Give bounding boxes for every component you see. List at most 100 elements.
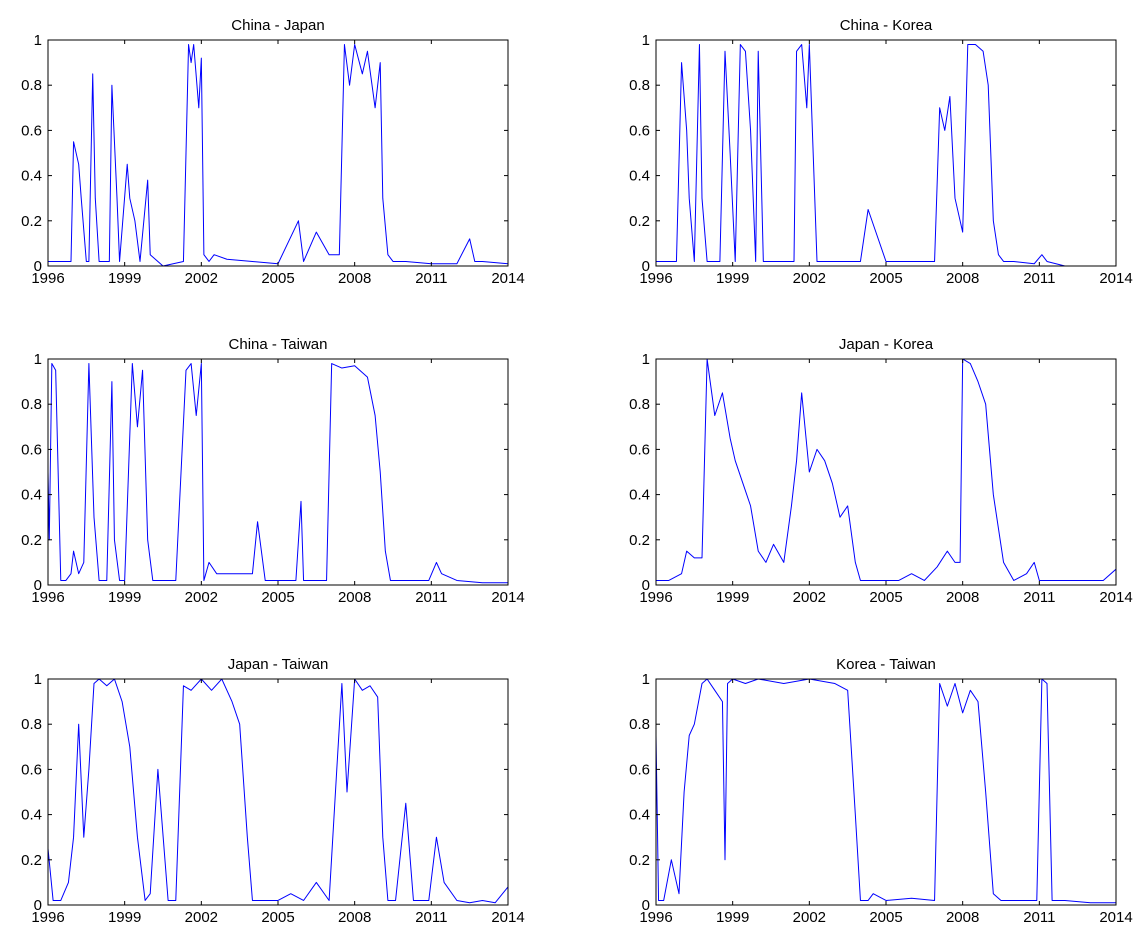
x-tick-label: 1999 bbox=[716, 270, 749, 287]
chart-panel-3: 1996 1999 2002 2005 2008 2011 2014 0 0.2 0.4 0.6 0.… bbox=[629, 336, 1133, 606]
y-tick-label: 0.2 bbox=[21, 852, 42, 869]
y-tick-label: 0.2 bbox=[21, 532, 42, 549]
x-tick-label: 2005 bbox=[261, 270, 294, 287]
y-tick-label: 0 bbox=[34, 897, 42, 914]
y-tick-label: 1 bbox=[642, 32, 650, 49]
x-tick-label: 1996 bbox=[639, 589, 672, 606]
x-tick-label: 1999 bbox=[108, 270, 141, 287]
y-tick-label: 0.2 bbox=[21, 213, 42, 230]
y-tick-label: 0.8 bbox=[21, 396, 42, 413]
axes-box bbox=[655, 358, 1117, 586]
x-tick-label: 2005 bbox=[261, 589, 294, 606]
x-tick-label: 1996 bbox=[31, 589, 64, 606]
y-tick-label: 1 bbox=[34, 671, 42, 688]
chart-title: Japan - Taiwan bbox=[228, 656, 329, 673]
y-tick-label: 0.8 bbox=[629, 716, 650, 733]
x-tick-label: 2014 bbox=[1099, 589, 1132, 606]
y-tick-label: 1 bbox=[642, 351, 650, 368]
y-tick-label: 0.8 bbox=[21, 77, 42, 94]
y-tick-label: 0 bbox=[642, 258, 650, 275]
x-tick-label: 2005 bbox=[869, 589, 902, 606]
y-tick-label: 0.8 bbox=[21, 716, 42, 733]
x-tick-label: 2002 bbox=[793, 270, 826, 287]
y-tick-label: 0.4 bbox=[21, 168, 42, 185]
x-tick-label: 2002 bbox=[793, 589, 826, 606]
series-line bbox=[48, 679, 508, 904]
chart-panel-0: 1996 1999 2002 2005 2008 2011 2014 0 0.2 0.4 0.6 0.… bbox=[21, 17, 525, 287]
y-tick-label: 0.8 bbox=[629, 396, 650, 413]
y-tick-label: 0 bbox=[642, 577, 650, 594]
x-tick-label: 2011 bbox=[1023, 589, 1055, 606]
x-tick-label: 1999 bbox=[716, 589, 749, 606]
x-tick-label: 1996 bbox=[639, 909, 672, 926]
x-tick-label: 2008 bbox=[946, 909, 979, 926]
x-tick-label: 2005 bbox=[261, 909, 294, 926]
x-tick-label: 2008 bbox=[946, 270, 979, 287]
x-tick-label: 2002 bbox=[185, 589, 218, 606]
series-line bbox=[48, 363, 508, 584]
x-tick-label: 1996 bbox=[31, 270, 64, 287]
chart-panel-2: 1996 1999 2002 2005 2008 2011 2014 0 0.2 0.4 0.6 0.… bbox=[21, 336, 525, 606]
x-tick-label: 2011 bbox=[415, 270, 447, 287]
y-tick-label: 0.2 bbox=[629, 532, 650, 549]
x-tick-label: 2011 bbox=[415, 909, 447, 926]
x-tick-label: 2014 bbox=[1099, 270, 1132, 287]
x-tick-label: 2014 bbox=[491, 909, 524, 926]
series-line bbox=[656, 679, 1116, 904]
y-tick-label: 0.4 bbox=[629, 168, 650, 185]
axes-box bbox=[47, 358, 509, 586]
y-tick-label: 0.6 bbox=[629, 122, 650, 139]
chart-title: China - Taiwan bbox=[229, 336, 328, 353]
series-line bbox=[656, 44, 1116, 266]
x-tick-label: 2008 bbox=[946, 589, 979, 606]
chart-title: China - Japan bbox=[231, 17, 324, 34]
y-tick-label: 0.8 bbox=[629, 77, 650, 94]
y-tick-label: 0.2 bbox=[629, 213, 650, 230]
y-tick-label: 0.4 bbox=[629, 487, 650, 504]
x-tick-label: 2002 bbox=[185, 270, 218, 287]
axes-box bbox=[47, 678, 509, 906]
y-tick-label: 0.2 bbox=[629, 852, 650, 869]
x-tick-label: 2002 bbox=[185, 909, 218, 926]
y-tick-label: 1 bbox=[34, 351, 42, 368]
x-tick-label: 2014 bbox=[1099, 909, 1132, 926]
y-tick-label: 0.6 bbox=[629, 441, 650, 458]
x-tick-label: 1996 bbox=[31, 909, 64, 926]
chart-panel-5: 1996 1999 2002 2005 2008 2011 2014 0 0.2 0.4 0.6 0.… bbox=[629, 656, 1133, 926]
x-tick-label: 2011 bbox=[415, 589, 447, 606]
chart-title: Korea - Taiwan bbox=[836, 656, 936, 673]
x-tick-label: 2005 bbox=[869, 270, 902, 287]
y-tick-label: 0.6 bbox=[21, 761, 42, 778]
x-tick-label: 2008 bbox=[338, 589, 371, 606]
y-tick-label: 0.6 bbox=[21, 441, 42, 458]
y-tick-label: 0.6 bbox=[21, 122, 42, 139]
y-tick-label: 1 bbox=[642, 671, 650, 688]
series-line bbox=[48, 44, 508, 266]
x-tick-label: 1999 bbox=[716, 909, 749, 926]
y-tick-label: 0 bbox=[34, 258, 42, 275]
x-tick-label: 2011 bbox=[1023, 909, 1055, 926]
y-tick-label: 0.6 bbox=[629, 761, 650, 778]
y-tick-label: 1 bbox=[34, 32, 42, 49]
y-tick-label: 0 bbox=[642, 897, 650, 914]
y-tick-label: 0.4 bbox=[21, 487, 42, 504]
chart-title: Japan - Korea bbox=[839, 336, 934, 353]
x-tick-label: 1999 bbox=[108, 909, 141, 926]
chart-panel-4: 1996 1999 2002 2005 2008 2011 2014 0 0.2 0.4 0.6 0.… bbox=[21, 656, 525, 926]
y-tick-label: 0.4 bbox=[629, 807, 650, 824]
chart-title: China - Korea bbox=[840, 17, 933, 34]
series-line bbox=[656, 359, 1116, 581]
chart-panel-1: 1996 1999 2002 2005 2008 2011 2014 0 0.2 0.4 0.6 0.… bbox=[629, 17, 1133, 287]
x-tick-label: 1999 bbox=[108, 589, 141, 606]
x-tick-label: 2011 bbox=[1023, 270, 1055, 287]
x-tick-label: 2014 bbox=[491, 270, 524, 287]
x-tick-label: 2005 bbox=[869, 909, 902, 926]
y-tick-label: 0 bbox=[34, 577, 42, 594]
x-tick-label: 2008 bbox=[338, 270, 371, 287]
y-tick-label: 0.4 bbox=[21, 807, 42, 824]
x-tick-label: 1996 bbox=[639, 270, 672, 287]
x-tick-label: 2008 bbox=[338, 909, 371, 926]
axes-box bbox=[47, 39, 509, 267]
x-tick-label: 2002 bbox=[793, 909, 826, 926]
